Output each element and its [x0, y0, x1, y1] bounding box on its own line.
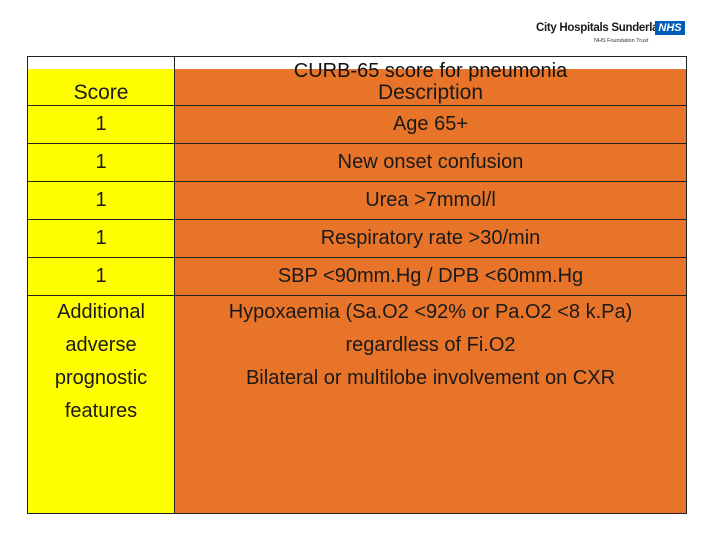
table-row: 1 Age 65+: [27, 105, 687, 144]
score-cell: 1: [27, 257, 175, 296]
table-title: CURB-65 score for pneumonia: [293, 60, 568, 82]
additional-features-row: Additional adverse prognostic features H…: [27, 295, 687, 514]
title-cell: CURB-65 score for pneumonia: [174, 56, 687, 82]
logo-trust-name: NHS Foundation Trust: [594, 38, 649, 44]
additional-score-line: adverse: [65, 334, 137, 356]
additional-score-line: Additional: [57, 301, 145, 323]
additional-score-cell: Additional adverse prognostic features: [27, 295, 175, 514]
description-cell: Urea >7mmol/l: [174, 181, 687, 220]
score-cell: 1: [27, 219, 175, 258]
header-row: Score Description: [27, 69, 687, 106]
score-cell: 1: [27, 181, 175, 220]
additional-description-line: regardless of Fi.O2: [345, 334, 516, 356]
description-cell: Respiratory rate >30/min: [174, 219, 687, 258]
additional-description-cell: Hypoxaemia (Sa.O2 <92% or Pa.O2 <8 k.Pa)…: [174, 295, 687, 514]
curb65-table: CURB-65 score for pneumonia Score Descri…: [27, 56, 687, 514]
score-cell: 1: [27, 143, 175, 182]
additional-description-line: Hypoxaemia (Sa.O2 <92% or Pa.O2 <8 k.Pa): [228, 301, 633, 323]
hospital-logo: City Hospitals Sunderland NHS NHS Founda…: [536, 18, 686, 52]
table-row: 1 SBP <90mm.Hg / DPB <60mm.Hg: [27, 257, 687, 296]
additional-score-line: prognostic: [54, 367, 148, 389]
description-cell: New onset confusion: [174, 143, 687, 182]
title-spacer-cell: [27, 56, 175, 69]
score-cell: 1: [27, 105, 175, 144]
description-cell: Age 65+: [174, 105, 687, 144]
additional-description-line: Bilateral or multilobe involvement on CX…: [245, 367, 616, 389]
table-row: 1 Respiratory rate >30/min: [27, 219, 687, 258]
description-cell: SBP <90mm.Hg / DPB <60mm.Hg: [174, 257, 687, 296]
header-score: Score: [27, 69, 175, 106]
additional-score-line: features: [64, 400, 138, 422]
header-description: Description: [174, 69, 687, 106]
table-row: 1 New onset confusion: [27, 143, 687, 182]
title-row: CURB-65 score for pneumonia: [27, 56, 687, 82]
nhs-logo-badge: NHS: [655, 21, 685, 35]
table-row: 1 Urea >7mmol/l: [27, 181, 687, 220]
logo-hospital-name: City Hospitals Sunderland: [536, 22, 672, 34]
